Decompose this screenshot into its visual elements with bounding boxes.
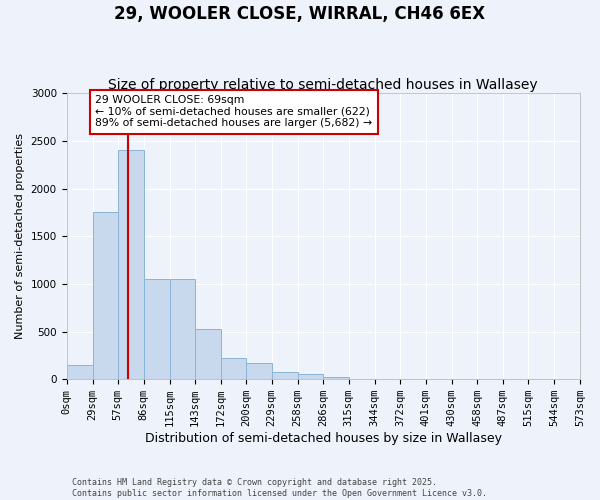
Y-axis label: Number of semi-detached properties: Number of semi-detached properties	[15, 133, 25, 339]
Bar	[118, 150, 143, 379]
Text: Contains HM Land Registry data © Crown copyright and database right 2025.
Contai: Contains HM Land Registry data © Crown c…	[72, 478, 487, 498]
Text: 29 WOOLER CLOSE: 69sqm
← 10% of semi-detached houses are smaller (622)
89% of se: 29 WOOLER CLOSE: 69sqm ← 10% of semi-det…	[95, 95, 373, 128]
Bar	[246, 362, 272, 379]
Bar	[67, 365, 92, 379]
Bar	[298, 374, 323, 379]
Bar	[194, 329, 221, 379]
Bar	[272, 372, 298, 379]
Title: Size of property relative to semi-detached houses in Wallasey: Size of property relative to semi-detach…	[109, 78, 538, 92]
Bar	[170, 279, 194, 379]
Bar	[323, 378, 349, 379]
X-axis label: Distribution of semi-detached houses by size in Wallasey: Distribution of semi-detached houses by …	[145, 432, 502, 445]
Bar	[221, 358, 246, 379]
Bar	[92, 212, 118, 379]
Text: 29, WOOLER CLOSE, WIRRAL, CH46 6EX: 29, WOOLER CLOSE, WIRRAL, CH46 6EX	[115, 5, 485, 23]
Bar	[143, 279, 170, 379]
